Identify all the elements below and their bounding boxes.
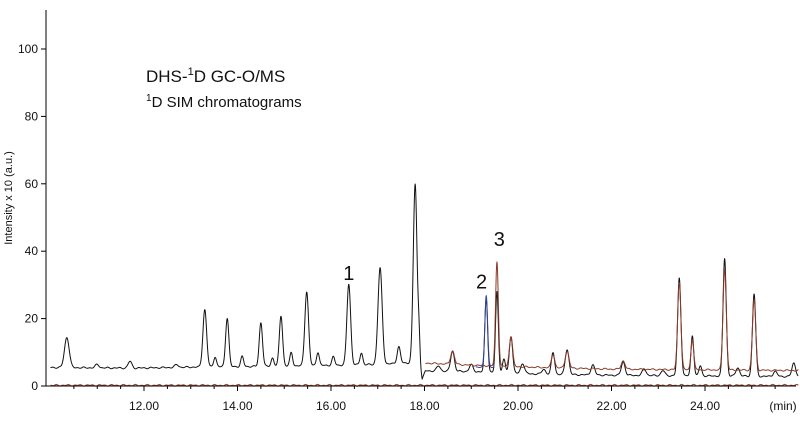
y-tick-label: 80 — [25, 109, 39, 123]
chromatogram-trace — [475, 295, 495, 369]
y-tick-label: 100 — [18, 42, 38, 56]
x-tick-label: 20.00 — [503, 399, 533, 413]
x-tick-label: 14.00 — [222, 399, 252, 413]
chart-title-suffix: D GC-O/MS — [194, 67, 286, 86]
chart-title-superscript: 1 — [188, 66, 194, 78]
y-tick-label: 0 — [31, 379, 38, 393]
x-tick-label: 16.00 — [316, 399, 346, 413]
chromatogram-trace — [425, 261, 799, 372]
peak-label: 2 — [476, 271, 487, 293]
x-tick-label: 12.00 — [129, 399, 159, 413]
y-tick-label: 60 — [25, 177, 39, 191]
peak-label: 3 — [494, 229, 505, 251]
chart-subtitle-superscript: 1 — [146, 93, 152, 104]
ticks-layer: 0 20 40 60 80 100 12.00 14.00 16.00 18.00 20.00 22.… — [18, 42, 776, 413]
annotation-layer: 1 23 — [343, 229, 505, 293]
chart-subtitle-suffix: D SIM chromatograms — [152, 94, 302, 111]
x-tick-label: 24.00 — [690, 399, 720, 413]
chart-subtitle: 1D SIM chromatograms — [146, 93, 302, 111]
series-layer — [50, 183, 799, 387]
chart-title-prefix: DHS- — [146, 67, 188, 86]
x-tick-label: 18.00 — [409, 399, 439, 413]
x-tick-label: 22.00 — [596, 399, 626, 413]
chromatogram-trace — [50, 183, 799, 380]
y-axis-title: Intensity x 10 (a.u.) — [3, 151, 15, 245]
axes-layer — [45, 10, 796, 387]
chart-title: DHS-1D GC-O/MS — [146, 66, 285, 86]
y-tick-label: 40 — [25, 244, 39, 258]
x-axis-unit: (min) — [769, 399, 796, 413]
peak-label: 1 — [343, 263, 354, 285]
y-tick-label: 20 — [25, 312, 39, 326]
